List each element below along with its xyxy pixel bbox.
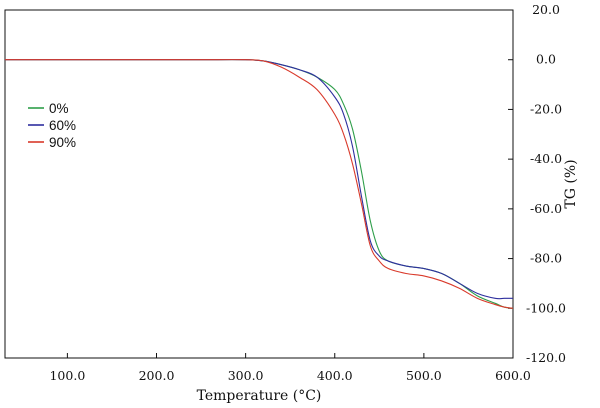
x-tick-label: 500.0 [406,368,442,383]
x-tick-label: 300.0 [228,368,264,383]
x-axis-ticks: 100.0 200.0 300.0 400.0 500.0 600.0 [49,353,531,383]
series-lines [5,59,514,309]
x-tick-label: 600.0 [495,368,531,383]
y-tick-label: 0.0 [536,52,556,67]
series-line-90pct [5,59,514,309]
x-tick-label: 400.0 [317,368,353,383]
x-tick-label: 200.0 [139,368,175,383]
y-tick-label: 20.0 [532,2,560,17]
y-tick-label: -80.0 [530,251,562,266]
y-axis-title: TG (%) [563,159,579,208]
legend-label: 90% [49,135,76,150]
y-tick-label: -100.0 [526,300,566,315]
y-tick-label: -40.0 [530,151,562,166]
legend: 0% 60% 90% [28,101,76,150]
y-tick-label: -60.0 [530,201,562,216]
series-line-0pct [5,59,514,309]
x-tick-label: 100.0 [49,368,85,383]
legend-label: 60% [49,118,76,133]
y-tick-label: -120.0 [526,350,566,365]
y-tick-label: -20.0 [530,101,562,116]
plot-area-frame [4,9,514,359]
y-axis-ticks: 20.0 0.0 -20.0 -40.0 -60.0 -80.0 -100.0 -120.0 [508,2,566,365]
series-line-60pct [5,59,513,300]
legend-label: 0% [49,101,69,116]
x-axis-title: Temperature (°C) [197,388,322,404]
